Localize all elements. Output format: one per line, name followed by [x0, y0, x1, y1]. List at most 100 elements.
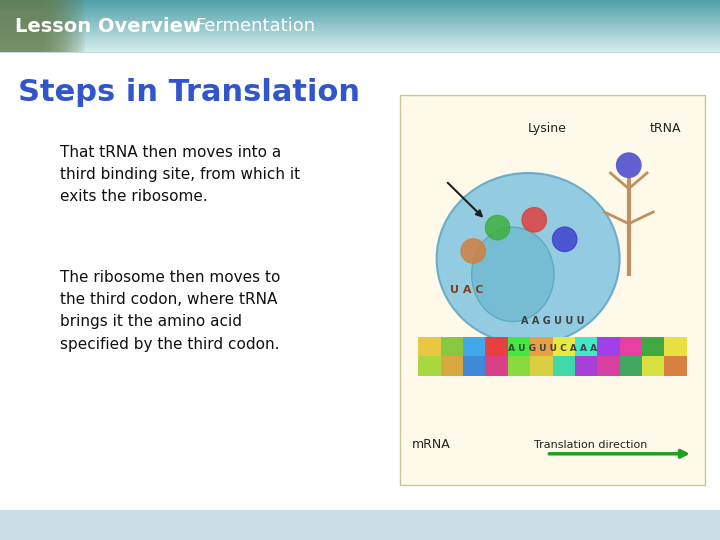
- Bar: [620, 356, 642, 376]
- Bar: [0, 17, 720, 18]
- Bar: [508, 356, 530, 376]
- Bar: [0, 39, 720, 40]
- Bar: [418, 356, 441, 376]
- Bar: [400, 95, 705, 485]
- Bar: [0, 2, 720, 3]
- Bar: [0, 0, 45, 52]
- Bar: [0, 43, 720, 44]
- Bar: [0, 18, 720, 19]
- Text: mRNA: mRNA: [412, 438, 451, 451]
- Bar: [0, 0, 78, 52]
- Text: Lesson Overview: Lesson Overview: [15, 17, 201, 36]
- Bar: [0, 19, 720, 20]
- Bar: [0, 0, 68, 52]
- Bar: [552, 337, 575, 356]
- Bar: [0, 0, 83, 52]
- Bar: [642, 337, 665, 356]
- Bar: [0, 32, 720, 33]
- Bar: [530, 337, 552, 356]
- Bar: [0, 0, 51, 52]
- Bar: [0, 38, 720, 39]
- Text: A U G U U C A A A: A U G U U C A A A: [508, 344, 597, 353]
- Circle shape: [461, 239, 485, 263]
- Bar: [0, 0, 64, 52]
- Bar: [0, 7, 720, 8]
- Text: Lysine: Lysine: [528, 122, 567, 136]
- Bar: [0, 49, 720, 50]
- Bar: [530, 356, 552, 376]
- Text: tRNA: tRNA: [650, 122, 682, 136]
- Bar: [620, 337, 642, 356]
- Bar: [485, 356, 508, 376]
- Bar: [0, 33, 720, 34]
- Bar: [0, 0, 53, 52]
- Bar: [485, 337, 508, 356]
- Bar: [0, 0, 47, 52]
- Bar: [0, 23, 720, 24]
- Bar: [0, 6, 720, 7]
- Bar: [0, 30, 720, 31]
- Text: Translation direction: Translation direction: [534, 440, 647, 450]
- Bar: [597, 356, 620, 376]
- Bar: [463, 356, 485, 376]
- Bar: [0, 24, 720, 25]
- Bar: [0, 5, 720, 6]
- Bar: [0, 44, 720, 45]
- Bar: [0, 10, 720, 11]
- Bar: [441, 337, 463, 356]
- Bar: [508, 337, 530, 356]
- Bar: [0, 46, 720, 47]
- Bar: [0, 26, 720, 27]
- Bar: [0, 0, 76, 52]
- Text: Fermentation: Fermentation: [195, 17, 315, 35]
- Bar: [0, 21, 720, 22]
- Bar: [0, 50, 720, 51]
- Bar: [0, 0, 66, 52]
- Bar: [597, 337, 620, 356]
- Bar: [0, 16, 720, 17]
- Bar: [0, 48, 720, 49]
- Bar: [0, 4, 720, 5]
- Bar: [665, 356, 687, 376]
- Bar: [0, 0, 55, 52]
- Bar: [0, 51, 720, 52]
- Bar: [0, 35, 720, 36]
- Bar: [463, 337, 485, 356]
- Bar: [0, 0, 62, 52]
- Bar: [0, 15, 720, 16]
- Bar: [0, 28, 720, 29]
- Ellipse shape: [472, 227, 554, 322]
- Bar: [0, 1, 720, 2]
- Bar: [0, 31, 720, 32]
- Bar: [441, 356, 463, 376]
- Bar: [0, 8, 720, 9]
- Bar: [575, 337, 597, 356]
- Bar: [0, 13, 720, 14]
- Bar: [0, 0, 70, 52]
- Bar: [0, 9, 720, 10]
- Text: Steps in Translation: Steps in Translation: [18, 78, 360, 107]
- Bar: [0, 27, 720, 28]
- Circle shape: [485, 215, 510, 240]
- Bar: [0, 12, 720, 13]
- Bar: [0, 20, 720, 21]
- Bar: [0, 22, 720, 23]
- Text: A A G U U U: A A G U U U: [521, 316, 584, 326]
- Bar: [0, 25, 720, 26]
- Bar: [665, 337, 687, 356]
- Bar: [0, 0, 72, 52]
- Bar: [0, 11, 720, 12]
- Bar: [0, 14, 720, 15]
- Bar: [418, 337, 441, 356]
- Circle shape: [522, 207, 546, 232]
- Bar: [0, 36, 720, 37]
- Bar: [0, 0, 720, 1]
- Bar: [0, 45, 720, 46]
- Bar: [642, 356, 665, 376]
- Bar: [0, 34, 720, 35]
- Bar: [552, 356, 575, 376]
- Bar: [0, 3, 720, 4]
- Bar: [0, 0, 85, 52]
- Bar: [575, 356, 597, 376]
- Bar: [0, 40, 720, 42]
